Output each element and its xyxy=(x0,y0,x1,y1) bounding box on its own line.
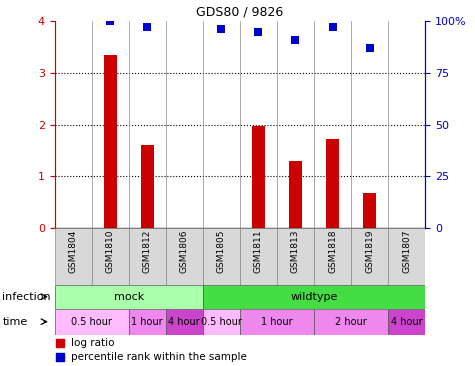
Title: GDS80 / 9826: GDS80 / 9826 xyxy=(196,5,284,19)
Text: log ratio: log ratio xyxy=(71,339,115,348)
Bar xyxy=(92,228,129,285)
Bar xyxy=(141,145,154,228)
Text: GSM1804: GSM1804 xyxy=(69,230,77,273)
Bar xyxy=(277,228,314,285)
Text: GSM1819: GSM1819 xyxy=(365,230,374,273)
Bar xyxy=(289,161,302,228)
Text: 0.5 hour: 0.5 hour xyxy=(201,317,242,327)
Point xyxy=(57,340,64,346)
Point xyxy=(255,29,262,34)
Bar xyxy=(129,309,166,335)
Bar xyxy=(252,126,265,228)
Point xyxy=(218,27,225,33)
Text: GSM1805: GSM1805 xyxy=(217,230,226,273)
Point xyxy=(143,25,151,30)
Bar xyxy=(314,309,388,335)
Bar xyxy=(351,228,388,285)
Bar xyxy=(203,285,425,309)
Bar xyxy=(166,309,203,335)
Text: 4 hour: 4 hour xyxy=(391,317,422,327)
Bar xyxy=(240,309,314,335)
Text: mock: mock xyxy=(114,292,144,302)
Text: 1 hour: 1 hour xyxy=(132,317,163,327)
Bar xyxy=(55,228,92,285)
Point xyxy=(292,37,299,43)
Bar xyxy=(166,228,203,285)
Text: 0.5 hour: 0.5 hour xyxy=(71,317,112,327)
Bar xyxy=(55,309,129,335)
Text: wildtype: wildtype xyxy=(290,292,338,302)
Point xyxy=(329,25,336,30)
Bar xyxy=(388,309,425,335)
Point xyxy=(106,18,114,24)
Bar xyxy=(314,228,351,285)
Text: time: time xyxy=(2,317,28,327)
Bar xyxy=(203,228,240,285)
Text: GSM1807: GSM1807 xyxy=(402,230,411,273)
Bar xyxy=(104,55,117,228)
Text: GSM1811: GSM1811 xyxy=(254,230,263,273)
Bar xyxy=(326,139,339,228)
Text: GSM1806: GSM1806 xyxy=(180,230,189,273)
Bar xyxy=(240,228,277,285)
Point xyxy=(366,45,373,51)
Bar xyxy=(388,228,425,285)
Bar xyxy=(129,228,166,285)
Text: 1 hour: 1 hour xyxy=(261,317,293,327)
Text: 4 hour: 4 hour xyxy=(169,317,200,327)
Text: 2 hour: 2 hour xyxy=(335,317,367,327)
Text: GSM1810: GSM1810 xyxy=(106,230,114,273)
Text: infection: infection xyxy=(2,292,51,302)
Text: GSM1813: GSM1813 xyxy=(291,230,300,273)
Bar xyxy=(203,309,240,335)
Bar xyxy=(363,193,376,228)
Text: GSM1812: GSM1812 xyxy=(143,230,152,273)
Text: percentile rank within the sample: percentile rank within the sample xyxy=(71,352,247,362)
Text: GSM1818: GSM1818 xyxy=(328,230,337,273)
Point xyxy=(57,355,64,361)
Bar xyxy=(55,285,203,309)
